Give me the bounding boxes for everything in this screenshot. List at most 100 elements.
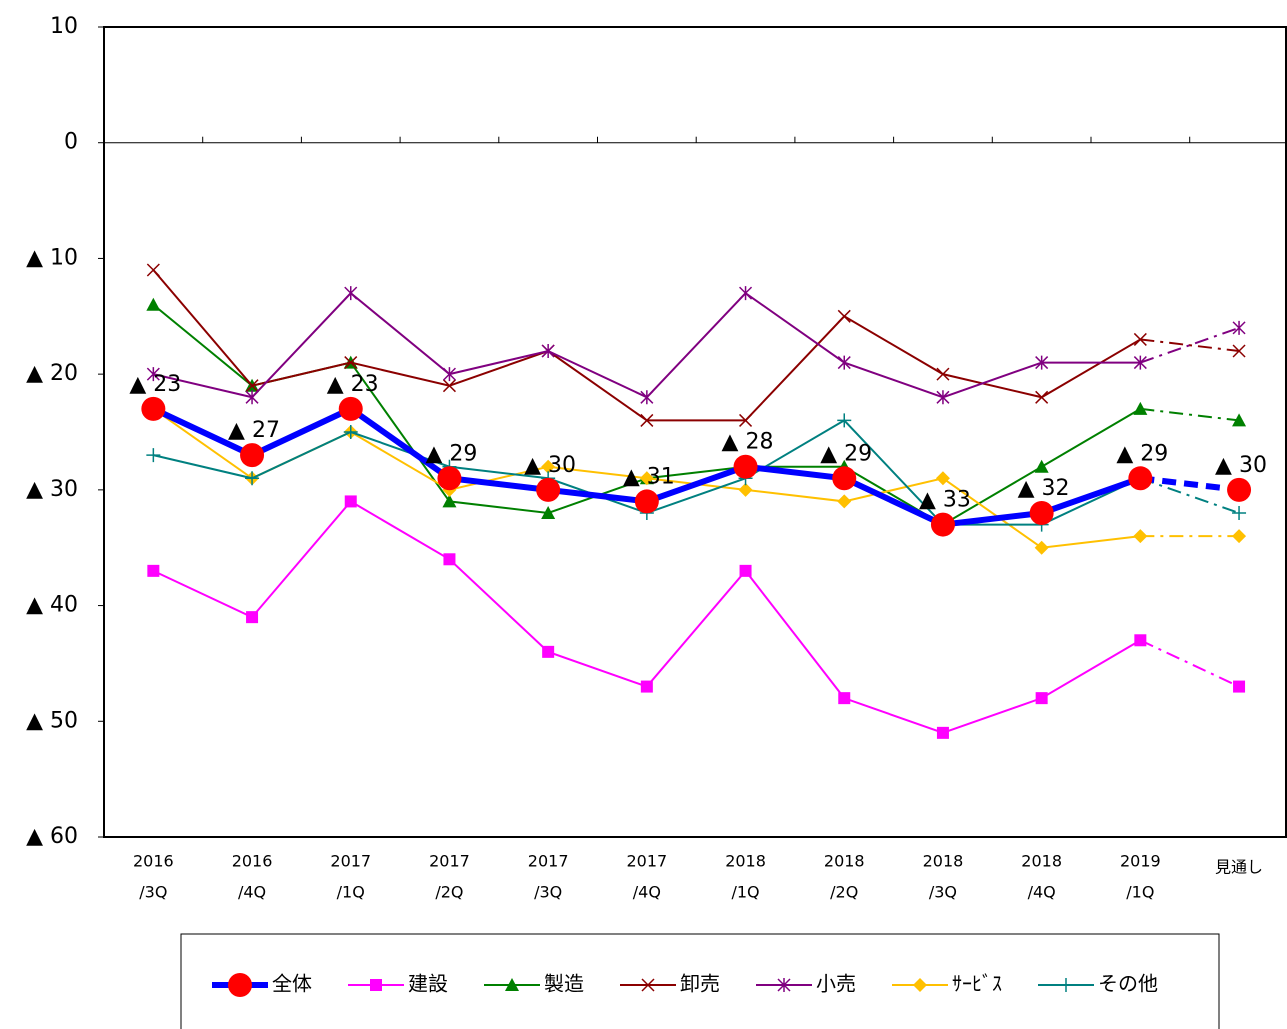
marker — [1034, 459, 1049, 473]
value-label: ▲ 32 — [1018, 476, 1070, 501]
x-tick-label: /4Q — [633, 883, 661, 902]
marker — [1232, 413, 1247, 427]
y-tick-label: ▲ 10 — [26, 245, 78, 270]
marker — [936, 726, 949, 739]
marker — [1233, 680, 1246, 693]
y-tick-label: 0 — [64, 130, 78, 155]
marker — [640, 390, 654, 405]
marker — [443, 553, 456, 566]
x-tick-label: 2016 — [232, 852, 273, 871]
marker — [837, 413, 852, 428]
marker — [640, 680, 653, 693]
legend-box — [180, 933, 1220, 1029]
legend-label: 製造 — [544, 972, 584, 996]
marker — [832, 466, 857, 491]
marker — [246, 611, 259, 624]
x-tick-label: /1Q — [731, 883, 759, 902]
x-tick-label: /3Q — [534, 883, 562, 902]
marker — [837, 309, 851, 323]
marker — [1035, 692, 1048, 705]
marker — [541, 344, 555, 358]
marker — [1232, 344, 1246, 358]
value-label: ▲ 27 — [228, 418, 280, 443]
marker — [1133, 401, 1148, 415]
marker — [437, 466, 462, 491]
marker — [343, 425, 358, 439]
marker — [935, 471, 950, 486]
marker — [1133, 529, 1148, 544]
marker — [542, 645, 555, 658]
marker — [344, 356, 358, 370]
value-label: ▲ 29 — [1116, 441, 1168, 466]
marker — [442, 379, 456, 393]
marker — [739, 286, 753, 301]
marker — [1227, 477, 1252, 502]
marker — [739, 413, 753, 427]
value-label: ▲ 33 — [919, 488, 971, 513]
x-tick-label: /2Q — [435, 883, 463, 902]
legend-label: 建設 — [408, 972, 448, 996]
legend-label: その他 — [1098, 972, 1158, 996]
marker — [240, 443, 265, 468]
marker — [1232, 320, 1246, 335]
x-tick-label: /3Q — [929, 883, 957, 902]
marker — [1035, 390, 1049, 404]
x-tick-label: 2018 — [824, 852, 865, 871]
marker — [245, 379, 259, 393]
marker — [837, 494, 852, 509]
value-label: ▲ 28 — [722, 430, 774, 455]
marker — [1133, 332, 1147, 346]
y-tick-label: ▲ 60 — [26, 824, 78, 849]
marker — [146, 448, 161, 463]
marker — [838, 692, 851, 705]
marker — [733, 454, 758, 479]
x-tick-label: /4Q — [238, 883, 266, 902]
forecast-line — [1140, 326, 1240, 364]
x-tick-label: /4Q — [1028, 883, 1056, 902]
x-tick-label: 2016 — [133, 852, 174, 871]
marker — [1029, 501, 1054, 525]
marker — [344, 495, 357, 508]
marker — [541, 459, 556, 474]
marker — [1059, 978, 1073, 992]
marker — [1232, 506, 1247, 520]
x-tick-label: 見通し — [1215, 858, 1263, 877]
x-tick-label: 2017 — [330, 852, 371, 871]
marker — [541, 506, 556, 519]
y-tick-label: 10 — [50, 14, 78, 39]
marker — [936, 390, 950, 405]
marker — [1133, 355, 1147, 370]
value-label: ▲ 31 — [623, 464, 675, 489]
marker — [147, 564, 160, 577]
marker — [639, 471, 654, 486]
x-tick-label: /3Q — [139, 883, 167, 902]
marker — [146, 263, 160, 277]
forecast-line — [1140, 338, 1240, 352]
marker — [146, 297, 161, 311]
marker — [738, 482, 753, 497]
marker — [536, 477, 561, 502]
marker — [777, 978, 791, 992]
marker — [1134, 634, 1147, 647]
x-tick-label: 2019 — [1120, 852, 1161, 871]
marker — [146, 367, 160, 382]
series-line — [152, 500, 1141, 734]
value-label: ▲ 29 — [425, 441, 477, 466]
y-tick-label: ▲ 20 — [26, 361, 78, 386]
marker — [1232, 529, 1247, 544]
x-tick-label: /1Q — [337, 883, 365, 902]
marker — [228, 973, 252, 997]
x-tick-label: 2018 — [923, 852, 964, 871]
value-label: ▲ 29 — [820, 441, 872, 466]
x-tick-label: 2018 — [725, 852, 766, 871]
marker — [344, 286, 358, 301]
marker — [338, 396, 363, 421]
forecast-line — [1140, 407, 1240, 422]
marker — [370, 979, 382, 991]
forecast-line — [1140, 477, 1240, 514]
marker — [505, 978, 519, 991]
y-tick-label: ▲ 40 — [26, 593, 78, 618]
legend-label: 全体 — [272, 972, 312, 996]
marker — [1128, 466, 1153, 491]
